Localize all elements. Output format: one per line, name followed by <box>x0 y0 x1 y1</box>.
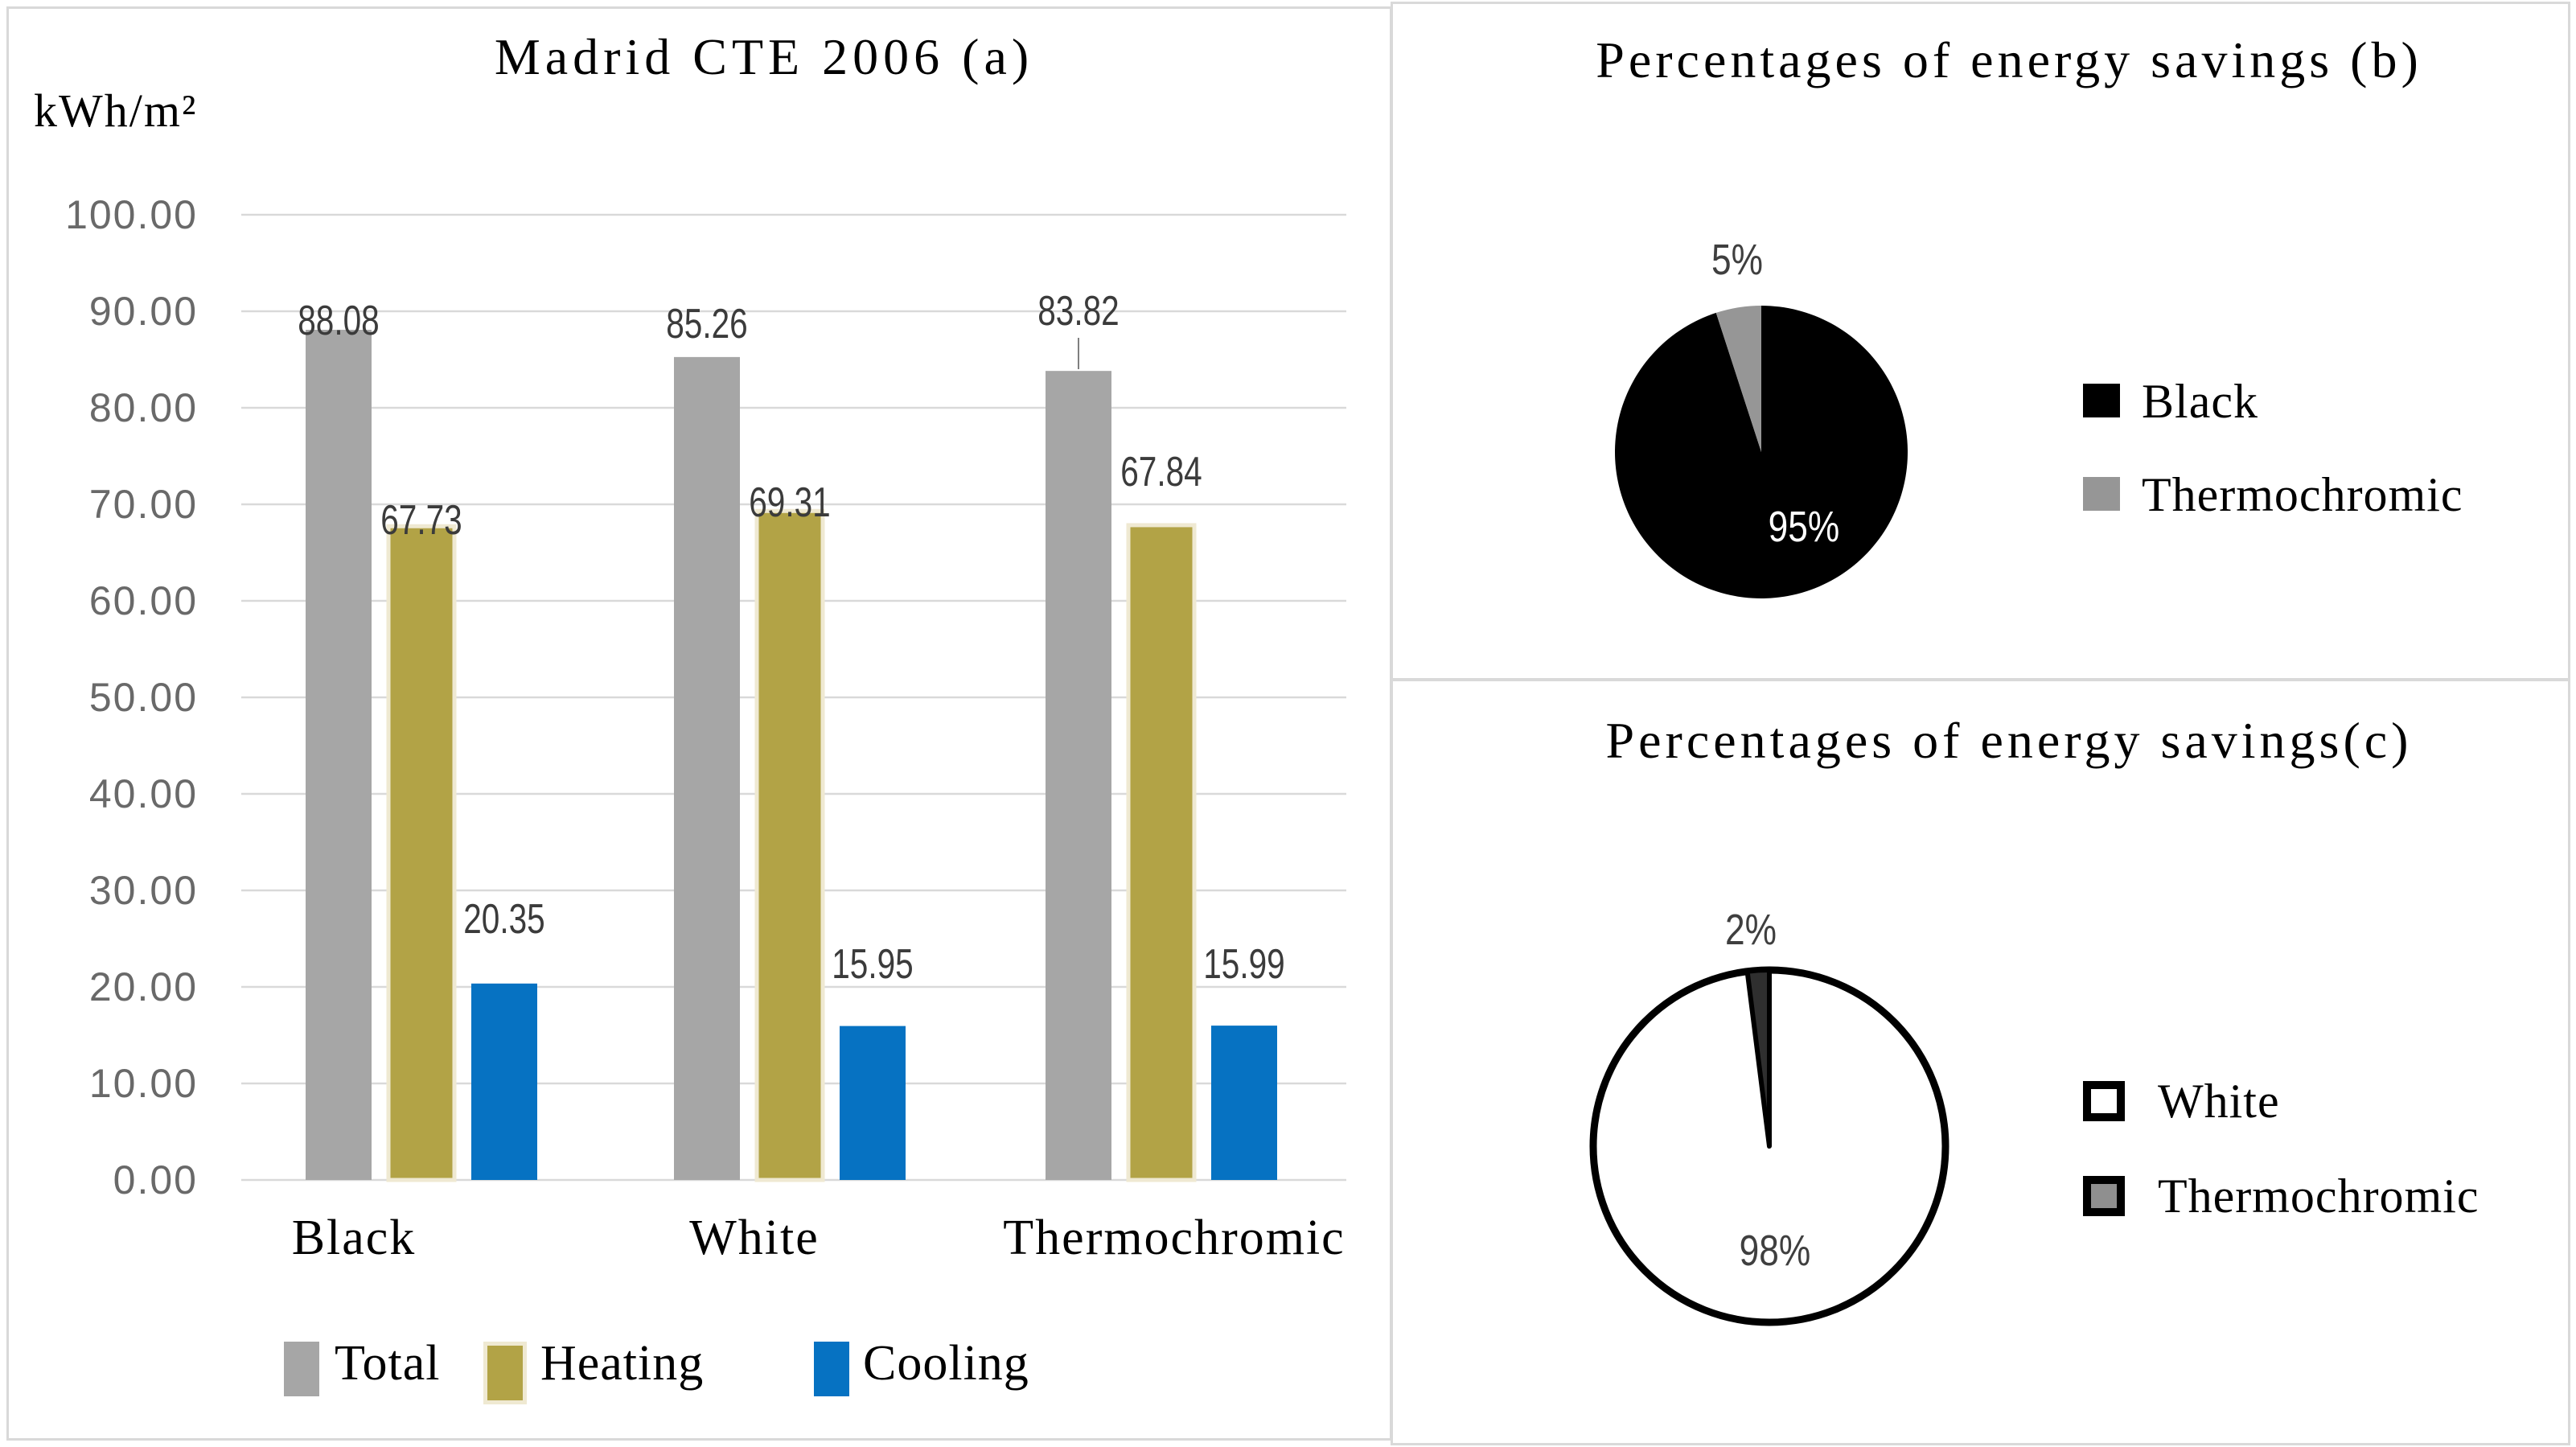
y-axis-tick-label: 60.00 <box>88 578 198 623</box>
pie-b-legend-swatch-black <box>2083 384 2120 417</box>
y-axis-tick-label: 40.00 <box>88 771 198 816</box>
category-label-thermochromic: Thermochromic <box>1003 1211 1346 1265</box>
pie-c-slice-thermochromic <box>1744 968 1772 1149</box>
value-label-cooling-black: 20.35 <box>463 896 545 943</box>
pie-c-legend-swatch-thermochromic <box>2083 1176 2125 1216</box>
value-label-cooling-thermochromic: 15.99 <box>1203 941 1285 988</box>
pie-b-legend-swatch-thermochromic <box>2083 477 2120 511</box>
value-label-total-thermochromic: 83.82 <box>1037 288 1120 335</box>
y-axis-tick-label: 50.00 <box>88 675 198 720</box>
pie-b-label-inside: 95% <box>1768 503 1840 551</box>
pie-c-legend-label-thermochromic: Thermochromic <box>2158 1170 2479 1223</box>
y-axis-tick-label: 100.00 <box>65 192 198 237</box>
bar-heating-thermochromic <box>1126 523 1197 1182</box>
pie-b-legend-label-thermochromic: Thermochromic <box>2142 468 2463 521</box>
bar-chart-title: Madrid CTE 2006 (a) <box>494 28 1034 85</box>
value-label-cooling-white: 15.95 <box>832 941 914 988</box>
pie-c-label-outside: 2% <box>1724 906 1777 954</box>
pie-b-legend-label-black: Black <box>2142 375 2258 428</box>
pie-b-label-outside: 5% <box>1711 236 1763 284</box>
bar-heating-white <box>754 508 825 1182</box>
pie-b-title: Percentages of energy savings (b) <box>1596 31 2422 88</box>
legend-label-heating: Heating <box>540 1336 705 1391</box>
pie-c-title: Percentages of energy savings(c) <box>1605 712 2413 769</box>
y-axis-tick-label: 30.00 <box>88 868 198 913</box>
y-axis-tick-label: 10.00 <box>88 1061 198 1106</box>
legend-label-cooling: Cooling <box>863 1336 1029 1391</box>
y-axis-tick-label: 70.00 <box>88 482 198 527</box>
pie-charts-panel <box>1391 2 2570 1445</box>
legend-swatch-total <box>284 1342 319 1396</box>
y-axis-tick-label: 20.00 <box>88 964 198 1009</box>
y-axis-title: kWh/m² <box>34 84 198 137</box>
bar-cooling-white <box>840 1026 906 1180</box>
y-axis-tick-label: 80.00 <box>88 385 198 430</box>
bar-cooling-thermochromic <box>1211 1026 1277 1180</box>
value-label-heating-black: 67.73 <box>380 497 462 544</box>
pie-b-slice-thermochromic <box>1715 306 1761 452</box>
panel-divider <box>1391 678 2570 681</box>
y-axis-tick-label: 0.00 <box>113 1157 198 1202</box>
legend-swatch-cooling <box>814 1342 849 1396</box>
bar-total-thermochromic <box>1046 371 1111 1180</box>
legend-label-total: Total <box>335 1336 441 1391</box>
category-label-black: Black <box>291 1211 417 1265</box>
legend-swatch-heating <box>483 1342 527 1404</box>
value-label-heating-thermochromic: 67.84 <box>1120 449 1202 495</box>
y-axis-tick-label: 90.00 <box>88 289 198 334</box>
value-label-total-white: 85.26 <box>666 301 748 347</box>
pie-c-legend-label-white: White <box>2158 1075 2280 1128</box>
pie-b-slice-black <box>1614 306 1908 599</box>
value-label-total-black: 88.08 <box>298 298 380 344</box>
pie-c-label-inside: 98% <box>1739 1227 1811 1275</box>
bar-heating-black <box>386 524 457 1182</box>
category-label-white: White <box>689 1211 820 1265</box>
bar-total-black <box>306 330 372 1180</box>
pie-c-legend-swatch-white <box>2083 1081 2125 1121</box>
value-label-heating-white: 69.31 <box>749 479 831 526</box>
bar-total-white <box>674 356 740 1180</box>
bar-cooling-black <box>471 983 537 1180</box>
